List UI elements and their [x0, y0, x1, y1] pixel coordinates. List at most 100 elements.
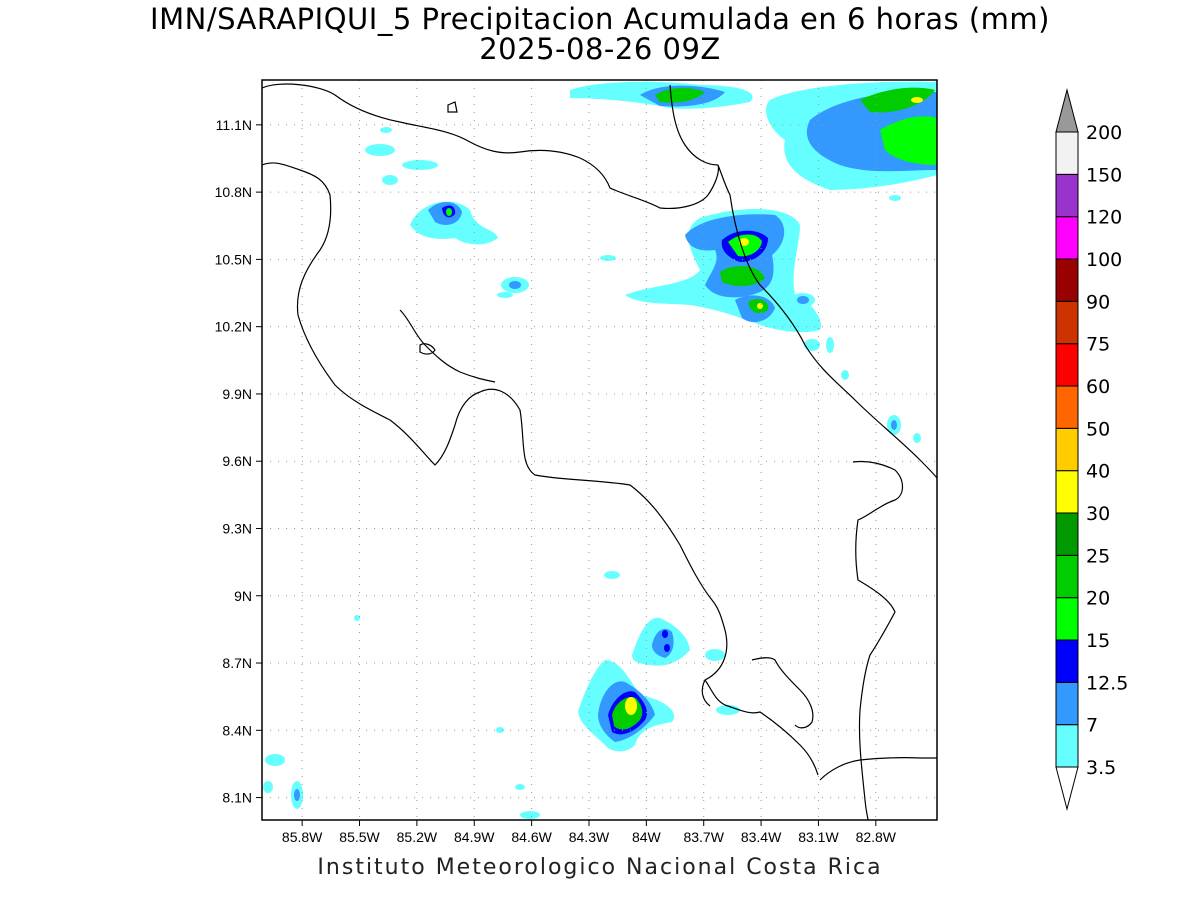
lon-tick-label: 85.8W — [282, 829, 323, 845]
colorbar-swatch — [1055, 639, 1079, 683]
precip-speck — [804, 339, 820, 351]
lon-tick-label: 84W — [632, 829, 662, 845]
lon-tick-label: 83.4W — [741, 829, 782, 845]
colorbar-swatch — [1055, 427, 1079, 472]
lon-tick-label: 83.7W — [683, 829, 724, 845]
colorbar-label: 50 — [1086, 418, 1110, 440]
lon-tick-label: 84.3W — [569, 829, 610, 845]
lat-tick-label: 9.6N — [222, 453, 252, 469]
colorbar-label: 7 — [1086, 715, 1098, 737]
lat-tick-label: 8.7N — [222, 655, 252, 671]
colorbar-swatch — [1055, 554, 1079, 599]
precip-core-central2 — [757, 303, 763, 309]
colorbar-label: 3.5 — [1086, 757, 1116, 779]
precip-speck — [600, 255, 616, 261]
lat-tick-label: 8.1N — [222, 790, 252, 806]
lat-tick-label: 9.3N — [222, 520, 252, 536]
precip-speck — [913, 433, 921, 443]
colorbar-swatch — [1055, 470, 1079, 514]
border-nicaragua-line — [669, 84, 719, 166]
border-panama-line — [852, 460, 904, 821]
colorbar-swatch — [1055, 681, 1079, 726]
precip-speck — [402, 160, 438, 170]
precip-speck — [604, 571, 620, 579]
precip-speck — [382, 175, 398, 185]
colorbar-label: 150 — [1086, 164, 1122, 186]
precip-core-ne — [911, 97, 923, 103]
burica-peninsula-line — [751, 657, 814, 729]
latitude-axis-labels: 8.1N 8.4N 8.7N 9N 9.3N 9.6N 9.9N 10.2N 10.5N 10.8… — [215, 117, 262, 806]
coast-east-line — [819, 757, 937, 781]
lon-tick-label: 84.9W — [454, 829, 495, 845]
precip-speck — [365, 144, 395, 156]
nicaragua-lake-outline — [447, 101, 458, 113]
precip-speck — [497, 292, 513, 298]
colorbar-label: 40 — [1086, 461, 1110, 483]
lon-tick-label: 83.1W — [798, 829, 839, 845]
precip-speck — [265, 754, 285, 766]
osa-peninsula-line — [704, 679, 819, 776]
colorbar-swatch — [1055, 597, 1079, 641]
precip-core-nw — [446, 208, 452, 216]
map-subtitle-datetime: 2025-08-26 09Z — [479, 32, 721, 66]
precip-core-south2 — [662, 630, 668, 638]
colorbar-arrow-low — [1055, 766, 1079, 811]
precip-speck — [496, 727, 504, 733]
colorbar-swatch — [1055, 258, 1079, 302]
lat-tick-label: 9N — [234, 588, 252, 604]
precip-speck — [294, 789, 300, 801]
precip-speck — [797, 296, 809, 304]
lat-tick-label: 8.4N — [222, 722, 252, 738]
colorbar-swatch — [1055, 512, 1079, 556]
colorbar-swatch — [1055, 131, 1079, 175]
colorbar-swatch — [1055, 385, 1079, 429]
coastline-layer — [261, 83, 938, 821]
north-coast-line — [261, 83, 720, 210]
lon-tick-label: 85.5W — [339, 829, 380, 845]
precip-speck — [354, 615, 360, 621]
lat-tick-label: 10.2N — [215, 319, 252, 335]
map-title: IMN/SARAPIQUI_5 Precipitacion Acumulada … — [150, 2, 1050, 36]
precip-speck — [509, 281, 521, 289]
colorbar-swatch — [1055, 724, 1079, 768]
gulf-island-line — [419, 343, 436, 355]
precip-core-south — [625, 697, 637, 715]
precip-speck — [515, 784, 525, 790]
colorbar-label: 25 — [1086, 545, 1110, 567]
colorbar-label: 200 — [1086, 122, 1122, 144]
colorbar-swatch — [1055, 343, 1079, 387]
colorbar-label: 30 — [1086, 503, 1110, 525]
colorbar-label: 100 — [1086, 249, 1122, 271]
colorbar-label: 12.5 — [1086, 672, 1128, 694]
precip-speck — [520, 811, 540, 819]
colorbar-label: 20 — [1086, 588, 1110, 610]
precip-speck — [380, 127, 392, 133]
colorbar-label: 75 — [1086, 334, 1110, 356]
precip-speck — [889, 195, 901, 201]
colorbar-swatch — [1055, 173, 1079, 218]
precip-area-ne-heavy — [880, 116, 937, 165]
caribbean-coast-line — [717, 164, 938, 479]
precip-core-central — [739, 238, 749, 246]
precip-core-south3 — [664, 644, 670, 652]
longitude-axis-labels: 85.8W 85.5W 85.2W 84.9W 84.6W 84.3W 84W 83.7W 83… — [282, 820, 897, 845]
lon-tick-label: 82.8W — [856, 829, 897, 845]
colorbar-arrow-high — [1055, 88, 1079, 133]
lat-tick-label: 10.5N — [215, 251, 252, 267]
map-frame — [261, 79, 938, 821]
pacific-coast-line — [261, 162, 728, 707]
colorbar-swatch — [1055, 300, 1079, 345]
precip-area-ne-heavy2 — [860, 87, 935, 113]
colorbar-label: 90 — [1086, 291, 1110, 313]
precipitation-layer — [263, 81, 937, 819]
colorbar-legend: 3.5 7 12.5 15 20 25 30 40 50 60 75 90 100 120 150 200 — [1055, 88, 1128, 811]
lon-tick-label: 84.6W — [511, 829, 552, 845]
colorbar-swatch — [1055, 216, 1079, 260]
precip-area-central-heavy3 — [720, 266, 765, 287]
colorbar-label: 60 — [1086, 376, 1110, 398]
lon-tick-label: 85.2W — [397, 829, 438, 845]
colorbar-label: 120 — [1086, 207, 1122, 229]
precip-speck — [826, 337, 834, 353]
lat-tick-label: 10.8N — [215, 184, 252, 200]
precip-area-north-heavy — [655, 87, 705, 103]
